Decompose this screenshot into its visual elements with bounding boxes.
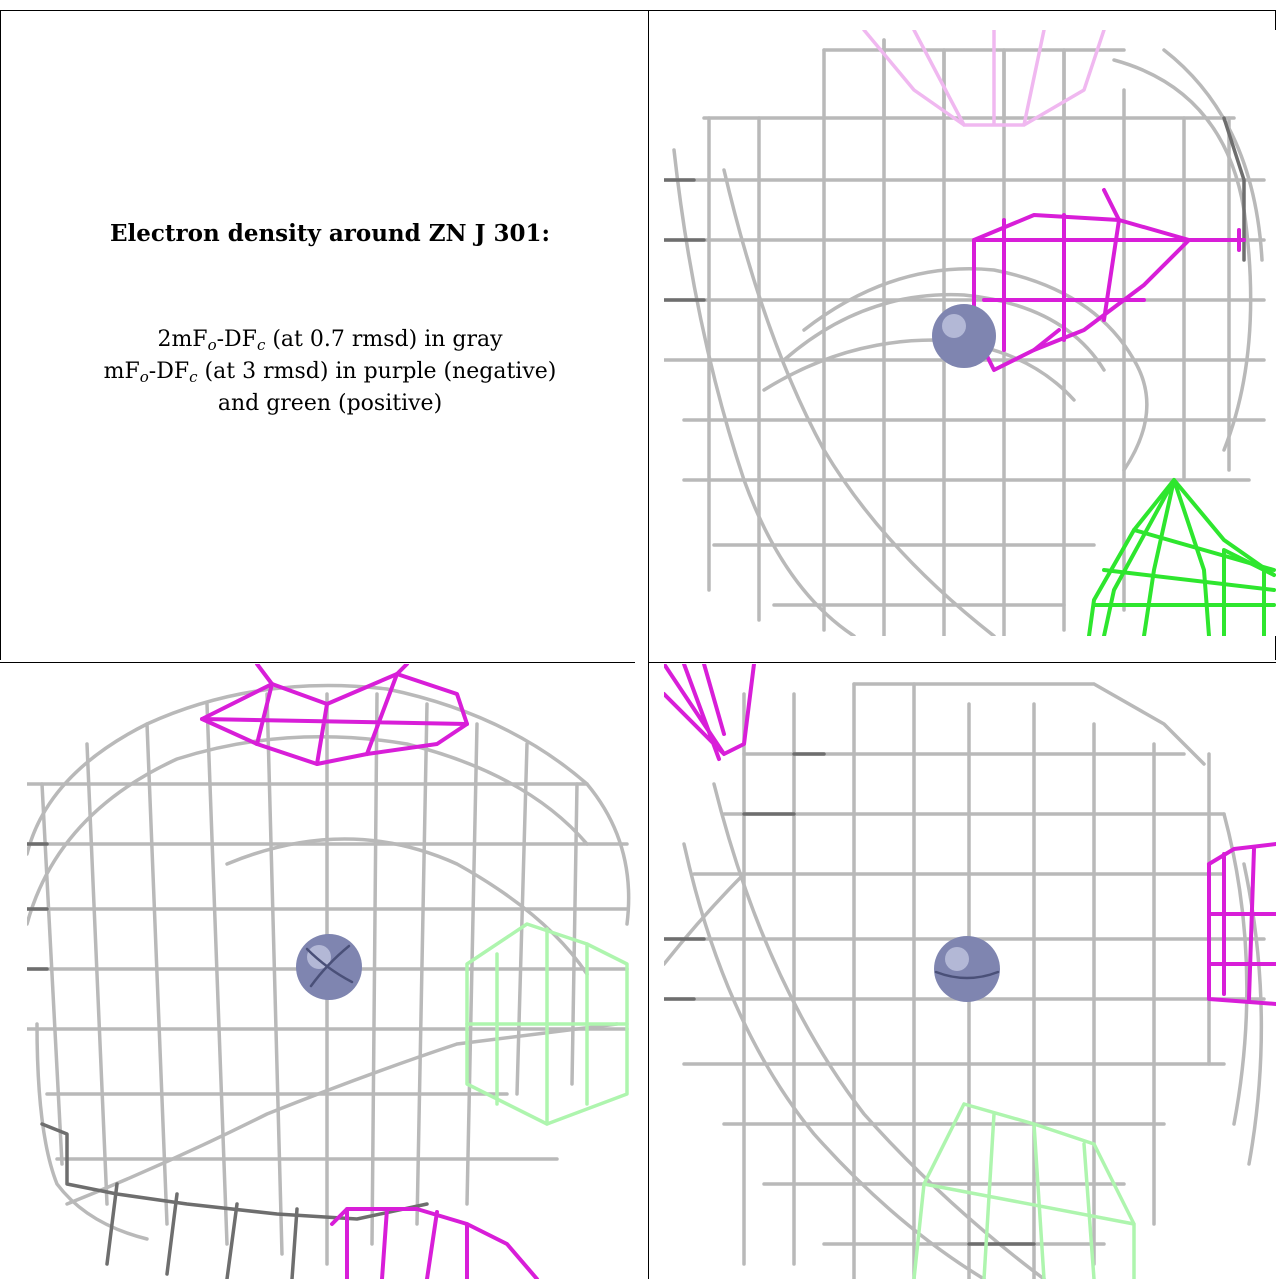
rule-left (0, 10, 1, 660)
figure-caption: Electron density around ZN J 301: 2mFo-D… (12, 12, 648, 642)
rule-top (0, 10, 1276, 11)
caption-line-gray: 2mFo-DFc (at 0.7 rmsd) in gray (157, 327, 503, 354)
negative-density-mesh (664, 664, 1276, 1006)
positive-density-mesh (1087, 478, 1276, 636)
caption-line-purple: mFo-DFc (at 3 rmsd) in purple (negative) (103, 359, 557, 386)
mesh-view-top-right (664, 30, 1276, 636)
mesh-view-bottom-left (27, 664, 631, 1279)
zinc-atom-sphere (934, 936, 1000, 1002)
density-panel-top-right (664, 30, 1276, 636)
positive-density-mesh (912, 1102, 1136, 1279)
gray-density-mesh-dark (27, 842, 429, 1279)
density-panel-bottom-right (664, 664, 1276, 1279)
zinc-atom-sphere (932, 304, 996, 368)
negative-density-mesh (200, 664, 539, 1279)
density-panel-bottom-left (27, 664, 633, 1279)
rule-middle-left (0, 662, 635, 663)
negative-density-mesh (972, 188, 1246, 372)
positive-density-mesh (465, 922, 629, 1126)
mesh-view-bottom-right (664, 664, 1276, 1279)
negative-density-mesh-faint (862, 30, 1106, 127)
caption-body: 2mFo-DFc (at 0.7 rmsd) in gray mFo-DFc (… (12, 324, 648, 420)
caption-title: Electron density around ZN J 301: (110, 220, 550, 247)
caption-line-green: and green (positive) (217, 391, 443, 416)
rule-middle-right (648, 662, 1276, 663)
zinc-atom-sphere (296, 934, 362, 1000)
gray-density-mesh-dark (664, 752, 1036, 1246)
rule-center (648, 10, 649, 1279)
gray-density-mesh-dark (664, 116, 1246, 302)
